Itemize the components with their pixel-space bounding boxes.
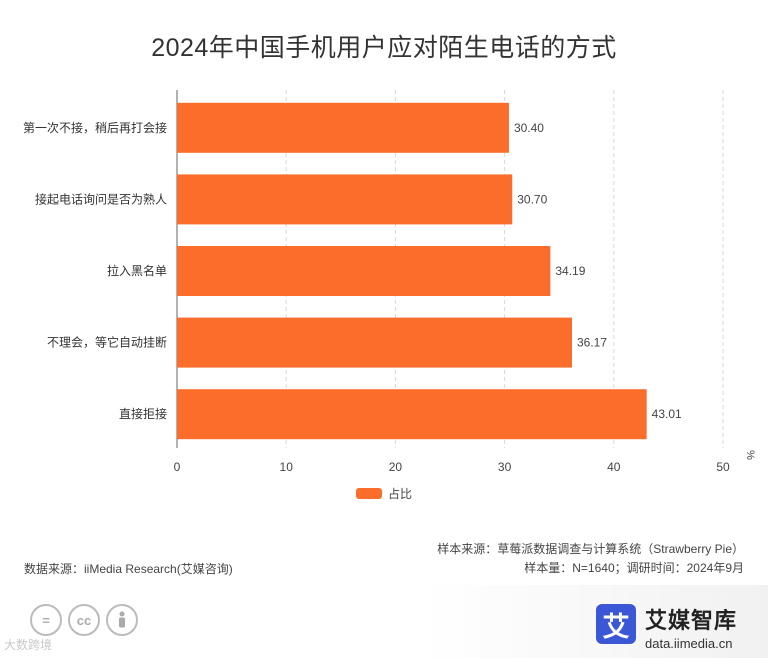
- bar: [177, 246, 551, 296]
- chart-title: 2024年中国手机用户应对陌生电话的方式: [151, 34, 617, 62]
- category-label: 拉入黑名单: [107, 263, 167, 278]
- category-label: 第一次不接，稍后再打会接: [23, 120, 167, 135]
- cc-icon: cc: [68, 604, 100, 636]
- bar: [177, 317, 572, 368]
- watermark: 大数跨境: [4, 638, 53, 652]
- bar: [177, 174, 513, 225]
- brand-url: data.iimedia.cn: [645, 636, 733, 651]
- sample-size: 样本量：N=1640；调研时间：2024年9月: [524, 561, 744, 575]
- data-label: 43.01: [652, 407, 682, 421]
- legend-swatch: [356, 488, 382, 499]
- data-label: 30.40: [514, 121, 544, 135]
- brand-name: 艾媒智库: [645, 608, 738, 633]
- x-tick-label: 0: [174, 460, 181, 474]
- sample-info-block: 样本来源：草莓派数据调查与计算系统（Strawberry Pie） 样本量：N=…: [437, 540, 744, 578]
- x-axis-unit: %: [744, 450, 756, 460]
- bar-chart: 0 10 20 30 40 50% 30.40 第一次不接，稍后再打会接 30.70 接起电话询问…: [23, 90, 756, 474]
- brand-logo-icon: 艾: [596, 604, 636, 644]
- x-tick-label: 20: [389, 460, 403, 474]
- legend-label: 占比: [388, 487, 413, 501]
- data-label: 36.17: [577, 336, 607, 350]
- bar: [177, 389, 647, 440]
- sample-source: 样本来源：草莓派数据调查与计算系统（Strawberry Pie）: [437, 542, 744, 556]
- brand-logo-text: 艾媒智库 data.iimedia.cn: [645, 603, 737, 651]
- x-tick-label: 40: [607, 460, 621, 474]
- bar: [177, 102, 509, 153]
- person-icon: [106, 604, 138, 636]
- data-source: 数据来源：iiMedia Research(艾媒咨询): [24, 562, 233, 576]
- data-label: 34.19: [555, 264, 585, 278]
- category-label: 不理会，等它自动挂断: [47, 335, 167, 350]
- x-tick-label: 30: [498, 460, 512, 474]
- license-icons: = cc: [30, 604, 138, 636]
- data-label: 30.70: [517, 192, 547, 206]
- category-label: 接起电话询问是否为熟人: [35, 191, 167, 206]
- x-tick-label: 50: [716, 460, 730, 474]
- equals-icon: =: [30, 604, 62, 636]
- legend: 占比: [356, 485, 412, 502]
- x-tick-label: 10: [280, 460, 294, 474]
- category-label: 直接拒接: [119, 406, 167, 421]
